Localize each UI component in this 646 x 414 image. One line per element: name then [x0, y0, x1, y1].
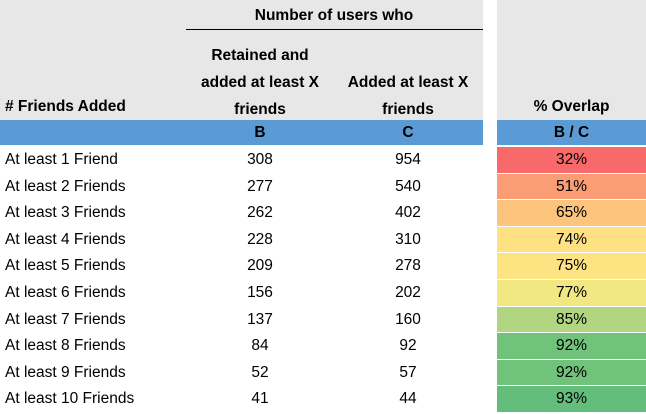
row-label: At least 8 Friends [5, 337, 126, 355]
row-label: At least 4 Friends [5, 230, 126, 248]
row-label: At least 6 Friends [5, 284, 126, 301]
added-value: 44 [399, 390, 417, 408]
added-header: Added at least X friends [334, 69, 482, 123]
subheader-c: C [402, 124, 414, 141]
table-row: At least 2 Friends 277 540 51% [0, 173, 646, 201]
subheader-band-left [0, 120, 483, 145]
header-background-left [0, 0, 483, 120]
retained-value: 52 [251, 363, 269, 381]
retained-value: 262 [247, 204, 273, 222]
overlap-value: 51% [497, 173, 646, 201]
overlap-value: 65% [497, 200, 646, 227]
overlap-value: 93% [497, 386, 646, 413]
header-background-overlap [497, 0, 646, 120]
added-value: 540 [395, 177, 421, 195]
row-label: At least 7 Friends [5, 310, 126, 328]
table-row: At least 8 Friends 84 92 92% [0, 333, 646, 360]
group-title: Number of users who [254, 7, 414, 24]
added-value: 278 [395, 257, 421, 275]
added-value: 160 [395, 310, 421, 328]
added-value: 202 [395, 284, 421, 301]
retained-header-line-3: friends [234, 101, 286, 118]
retained-header-line-2: added at least X [200, 74, 319, 91]
overlap-value: 32% [497, 147, 646, 174]
overlap-value: 74% [497, 226, 646, 254]
added-value: 310 [395, 230, 421, 248]
retained-header: Retained and added at least X friends [186, 42, 334, 123]
row-label: At least 2 Friends [5, 177, 126, 195]
retained-value: 137 [247, 310, 273, 328]
overlap-value: 85% [497, 306, 646, 334]
overlap-value: 92% [497, 359, 646, 387]
table-row: At least 3 Friends 262 402 65% [0, 200, 646, 227]
friends-added-header: # Friends Added [5, 98, 126, 115]
retained-value: 308 [247, 151, 273, 168]
table-row: At least 6 Friends 156 202 77% [0, 280, 646, 307]
table-row: At least 5 Friends 209 278 75% [0, 253, 646, 280]
retained-value: 277 [247, 177, 273, 195]
retained-value: 209 [247, 257, 273, 275]
row-label: At least 9 Friends [5, 363, 126, 381]
added-value: 954 [395, 151, 421, 168]
retained-value: 84 [251, 337, 269, 355]
added-header-line-2: friends [382, 101, 434, 118]
subheader-b: B [254, 124, 266, 141]
row-label: At least 10 Friends [5, 390, 135, 408]
table-row: At least 9 Friends 52 57 92% [0, 359, 646, 387]
subheader-band-overlap [497, 120, 646, 145]
row-label: At least 3 Friends [5, 204, 126, 222]
subheader-d: B / C [553, 124, 590, 141]
table-row: At least 1 Friend 308 954 32% [0, 147, 646, 174]
retained-value: 41 [251, 390, 269, 408]
overlap-header: % Overlap [533, 98, 610, 115]
row-label: At least 5 Friends [5, 257, 126, 275]
row-label: At least 1 Friend [5, 151, 118, 168]
overlap-value: 92% [497, 333, 646, 360]
added-header-line-1: Added at least X [347, 74, 469, 91]
table-row: At least 10 Friends 41 44 93% [0, 386, 646, 413]
table-row: At least 7 Friends 137 160 85% [0, 306, 646, 334]
added-value: 402 [395, 204, 421, 222]
retained-header-line-1: Retained and [211, 47, 309, 64]
group-title-underline [186, 29, 483, 30]
overlap-value: 77% [497, 280, 646, 307]
retained-value: 228 [247, 230, 273, 248]
retained-value: 156 [247, 284, 273, 301]
added-value: 92 [399, 337, 417, 355]
table-row: At least 4 Friends 228 310 74% [0, 226, 646, 254]
added-value: 57 [399, 363, 417, 381]
overlap-value: 75% [497, 253, 646, 280]
